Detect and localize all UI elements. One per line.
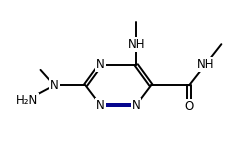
Text: H₂N: H₂N — [16, 93, 38, 106]
Text: O: O — [185, 100, 194, 113]
Text: N: N — [96, 58, 105, 71]
Text: N: N — [132, 99, 140, 112]
Text: NH: NH — [127, 38, 145, 51]
Text: NH: NH — [197, 58, 214, 71]
Text: N: N — [50, 79, 59, 92]
Text: N: N — [96, 99, 105, 112]
